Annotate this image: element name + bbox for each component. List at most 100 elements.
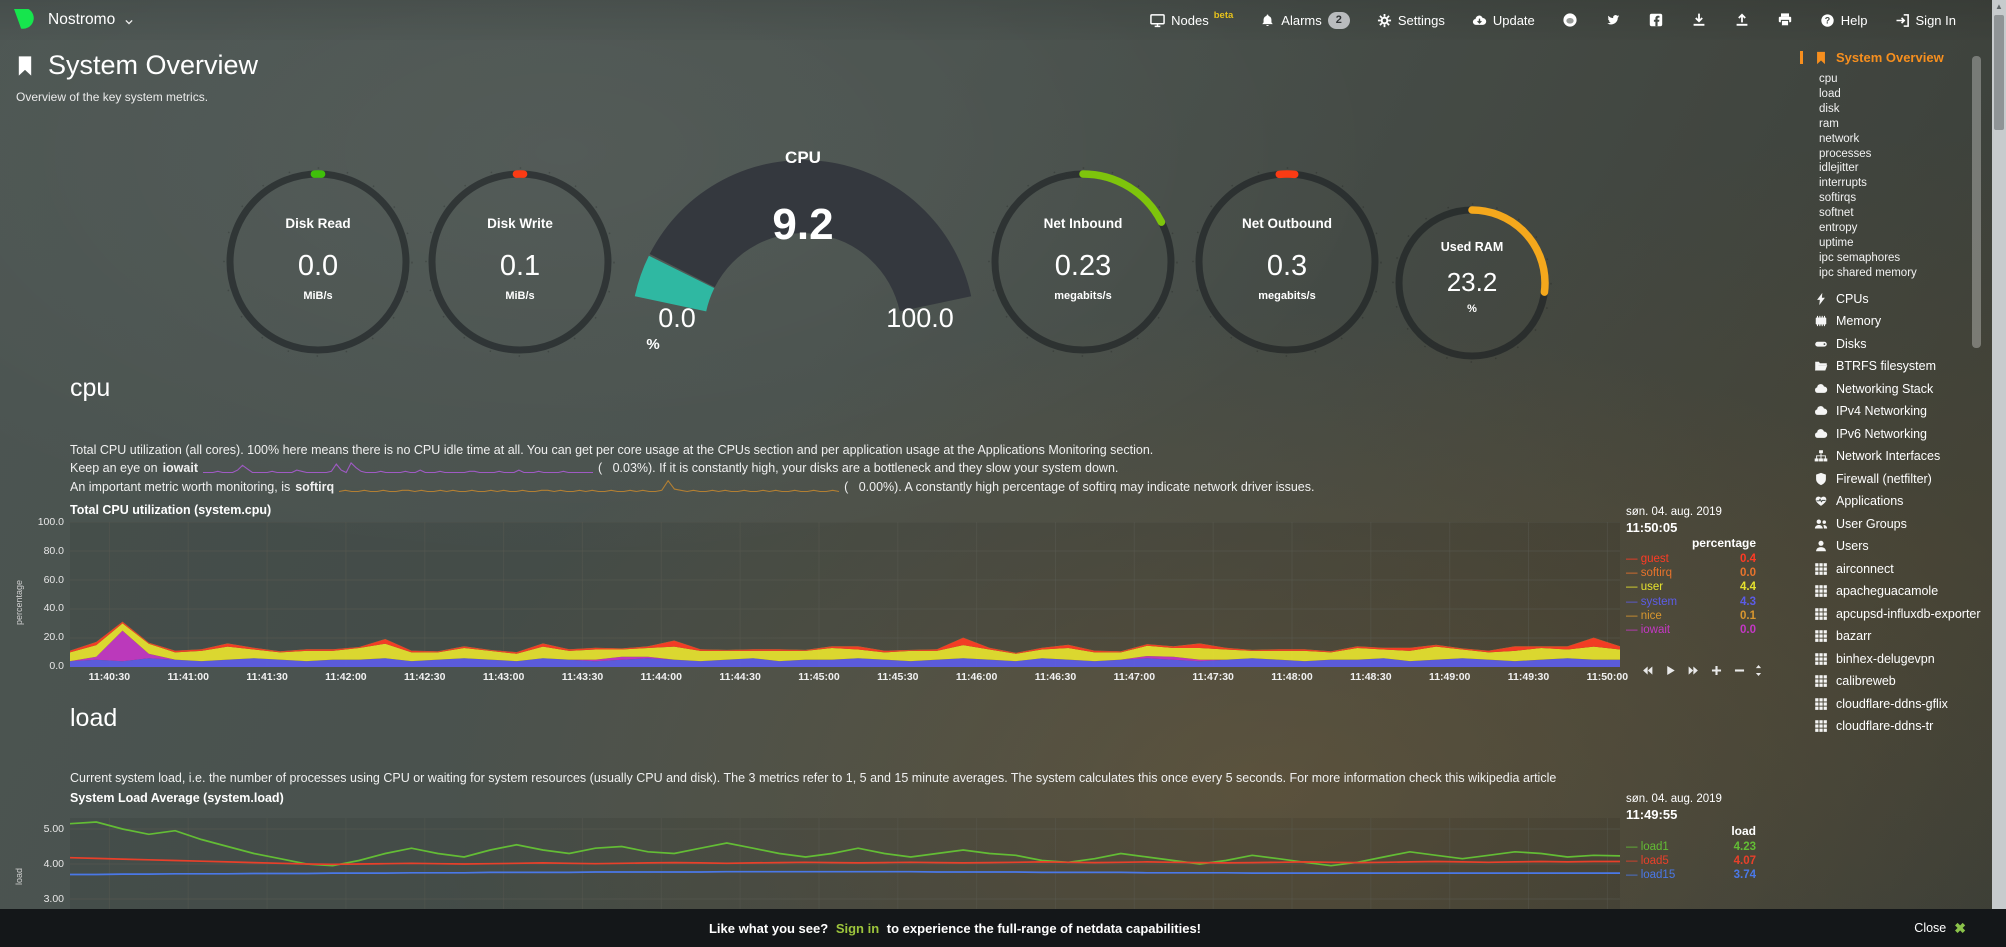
section-heading-load[interactable]: load	[70, 704, 118, 732]
gauge-ring	[988, 167, 1178, 357]
load-ytick: 5.00	[43, 823, 64, 835]
signin-banner-text: Like what you see? Sign in to experience…	[0, 921, 1958, 936]
rewind-icon[interactable]	[1641, 664, 1654, 677]
sidebar-section-user-groups[interactable]: User Groups	[1814, 516, 1992, 532]
sidebar-section-ipv4-networking[interactable]: IPv4 Networking	[1814, 403, 1992, 419]
sidebar-section-cloudflare-ddns-tr[interactable]: cloudflare-ddns-tr	[1814, 718, 1992, 734]
section-heading-cpu[interactable]: cpu	[70, 374, 111, 402]
resize-icon	[1752, 664, 1765, 677]
nav-settings[interactable]: Settings	[1377, 13, 1445, 28]
sidebar-section-btrfs-filesystem[interactable]: BTRFS filesystem	[1814, 358, 1992, 374]
nav-help[interactable]: ? Help	[1820, 13, 1868, 28]
sidebar-section-cloudflare-ddns-gflix[interactable]: cloudflare-ddns-gflix	[1814, 696, 1992, 712]
nav-printer[interactable]	[1777, 12, 1793, 28]
load-description: Current system load, i.e. the number of …	[70, 771, 1557, 785]
gauge-units: %	[1467, 303, 1477, 315]
plus-icon[interactable]	[1710, 664, 1723, 677]
cpu-chart-date: søn. 04. aug. 2019	[1626, 506, 1722, 518]
sidebar-section-ipv6-networking[interactable]: IPv6 Networking	[1814, 426, 1992, 442]
sidebar-section-binhex-delugevpn[interactable]: binhex-delugevpn	[1814, 651, 1992, 667]
cpu-xtick: 11:48:00	[1271, 671, 1313, 683]
forward-icon[interactable]	[1687, 664, 1700, 677]
nav-nodes[interactable]: Nodes beta	[1150, 10, 1233, 28]
sidebar-item-uptime[interactable]: uptime	[1819, 236, 1854, 249]
sidebar-item-ipc-shared-memory[interactable]: ipc shared memory	[1819, 266, 1917, 279]
legend-item-nice[interactable]: — nice 0.1	[1626, 609, 1756, 622]
sidebar-section-networking-stack[interactable]: Networking Stack	[1814, 381, 1992, 397]
page-title: System Overview	[48, 50, 259, 80]
legend-item-load1[interactable]: — load1 4.23	[1626, 841, 1756, 853]
sidebar-item-ipc-semaphores[interactable]: ipc semaphores	[1819, 251, 1901, 264]
nav-sign-in[interactable]: Sign In	[1895, 13, 1956, 28]
cpu-xtick: 11:42:00	[325, 671, 367, 683]
sidebar-item-softirqs[interactable]: softirqs	[1819, 192, 1857, 205]
sidebar-section-apcupsd-influxdb-exporter[interactable]: apcupsd-influxdb-exporter	[1814, 606, 1992, 622]
monitor-icon	[1150, 13, 1165, 28]
nav-update[interactable]: Update	[1472, 13, 1535, 28]
sidebar-section-network-interfaces[interactable]: Network Interfaces	[1814, 448, 1992, 464]
nav-alarms[interactable]: Alarms 2	[1260, 11, 1350, 29]
legend-item-user[interactable]: — user 4.4	[1626, 581, 1756, 594]
gear-icon	[1377, 13, 1392, 28]
legend-item-load15[interactable]: — load15 3.74	[1626, 869, 1756, 882]
close-button[interactable]: Close ✖	[1914, 920, 1966, 937]
chart-resize-handle[interactable]	[1752, 664, 1765, 677]
cpu-chart-canvas[interactable]	[70, 522, 1620, 667]
sidebar-section-applications[interactable]: Applications	[1814, 493, 1992, 509]
sidebar-item-entropy[interactable]: entropy	[1819, 222, 1858, 235]
cpu-ytick: 0.0	[49, 660, 64, 672]
minus-icon[interactable]	[1733, 664, 1746, 677]
nav-github[interactable]	[1562, 12, 1578, 28]
svg-text:?: ?	[1825, 15, 1830, 25]
sidebar-item-load[interactable]: load	[1819, 87, 1841, 100]
cpu-chart-time: 11:50:05	[1626, 520, 1678, 535]
sidebar-item-idlejitter[interactable]: idlejitter	[1819, 162, 1859, 175]
sidebar-item-network[interactable]: network	[1819, 132, 1860, 145]
grid-icon	[1814, 719, 1828, 733]
sidebar-item-processes[interactable]: processes	[1819, 147, 1872, 160]
sidebar-section-bazarr[interactable]: bazarr	[1814, 628, 1992, 644]
cpu-xtick: 11:46:00	[955, 671, 998, 683]
gauge-net-outbound[interactable]: Net Outbound 0.3 megabits/s	[1177, 152, 1397, 372]
sidebar-section-users[interactable]: Users	[1814, 538, 1992, 554]
sidebar-section-apacheguacamole[interactable]: apacheguacamole	[1814, 583, 1992, 599]
nav-upload[interactable]	[1734, 12, 1750, 28]
gauge-used-ram[interactable]: Used RAM 23.2 %	[1362, 173, 1582, 393]
sidebar: System Overview cpu load disk ram network pro…	[1800, 50, 1992, 907]
cpu-gauge[interactable]: CPU 9.2 0.0 100.0 %	[620, 140, 986, 355]
sidebar-section-airconnect[interactable]: airconnect	[1814, 561, 1992, 577]
legend-item-iowait[interactable]: — iowait 0.0	[1626, 624, 1756, 637]
navbar: Nostromo Nodes beta Alarms 2 Settings Update?…	[0, 0, 1992, 40]
nav-twitter[interactable]	[1605, 12, 1621, 28]
sidebar-section-cpus[interactable]: CPUs	[1814, 291, 1992, 307]
host-selector[interactable]: Nostromo	[12, 7, 134, 34]
sidebar-section-disks[interactable]: Disks	[1814, 336, 1992, 352]
gauge-disk-write[interactable]: Disk Write 0.1 MiB/s	[410, 152, 630, 372]
sidebar-item-cpu[interactable]: cpu	[1819, 73, 1838, 85]
nav-facebook[interactable]	[1648, 12, 1664, 28]
sidebar-section-calibreweb[interactable]: calibreweb	[1814, 673, 1992, 689]
scrollbar-up-arrow[interactable]: ▲	[1995, 2, 2003, 11]
legend-item-softirq[interactable]: — softirq 0.0	[1626, 567, 1756, 580]
sidebar-item-ram[interactable]: ram	[1819, 117, 1839, 130]
scrollbar-thumb[interactable]	[1994, 15, 2004, 130]
cpu-desc3-metric: softirq	[295, 480, 335, 494]
legend-item-system[interactable]: — system 4.3	[1626, 595, 1756, 608]
page-scrollbar[interactable]: ▲	[1992, 0, 2006, 947]
play-icon[interactable]	[1664, 664, 1677, 677]
load-chart-time: 11:49:55	[1626, 807, 1678, 822]
sidebar-scrollbar-thumb[interactable]	[1972, 56, 1981, 348]
gauge-disk-read[interactable]: Disk Read 0.0 MiB/s	[208, 152, 428, 372]
sidebar-item-softnet[interactable]: softnet	[1819, 207, 1854, 220]
sidebar-item-disk[interactable]: disk	[1819, 102, 1840, 115]
legend-item-load5[interactable]: — load5 4.07	[1626, 855, 1756, 868]
gauge-net-inbound[interactable]: Net Inbound 0.23 megabits/s	[973, 152, 1193, 372]
sidebar-section-memory[interactable]: Memory	[1814, 313, 1992, 329]
sidebar-section-firewall-netfilter[interactable]: Firewall (netfilter)	[1814, 471, 1992, 487]
nav-download[interactable]	[1691, 12, 1707, 28]
legend-item-guest[interactable]: — guest 0.4	[1626, 553, 1756, 565]
sidebar-item-interrupts[interactable]: interrupts	[1819, 177, 1867, 190]
sign-in-link[interactable]: Sign in	[835, 920, 880, 936]
sidebar-item-system-overview[interactable]: System Overview	[1800, 50, 1992, 65]
